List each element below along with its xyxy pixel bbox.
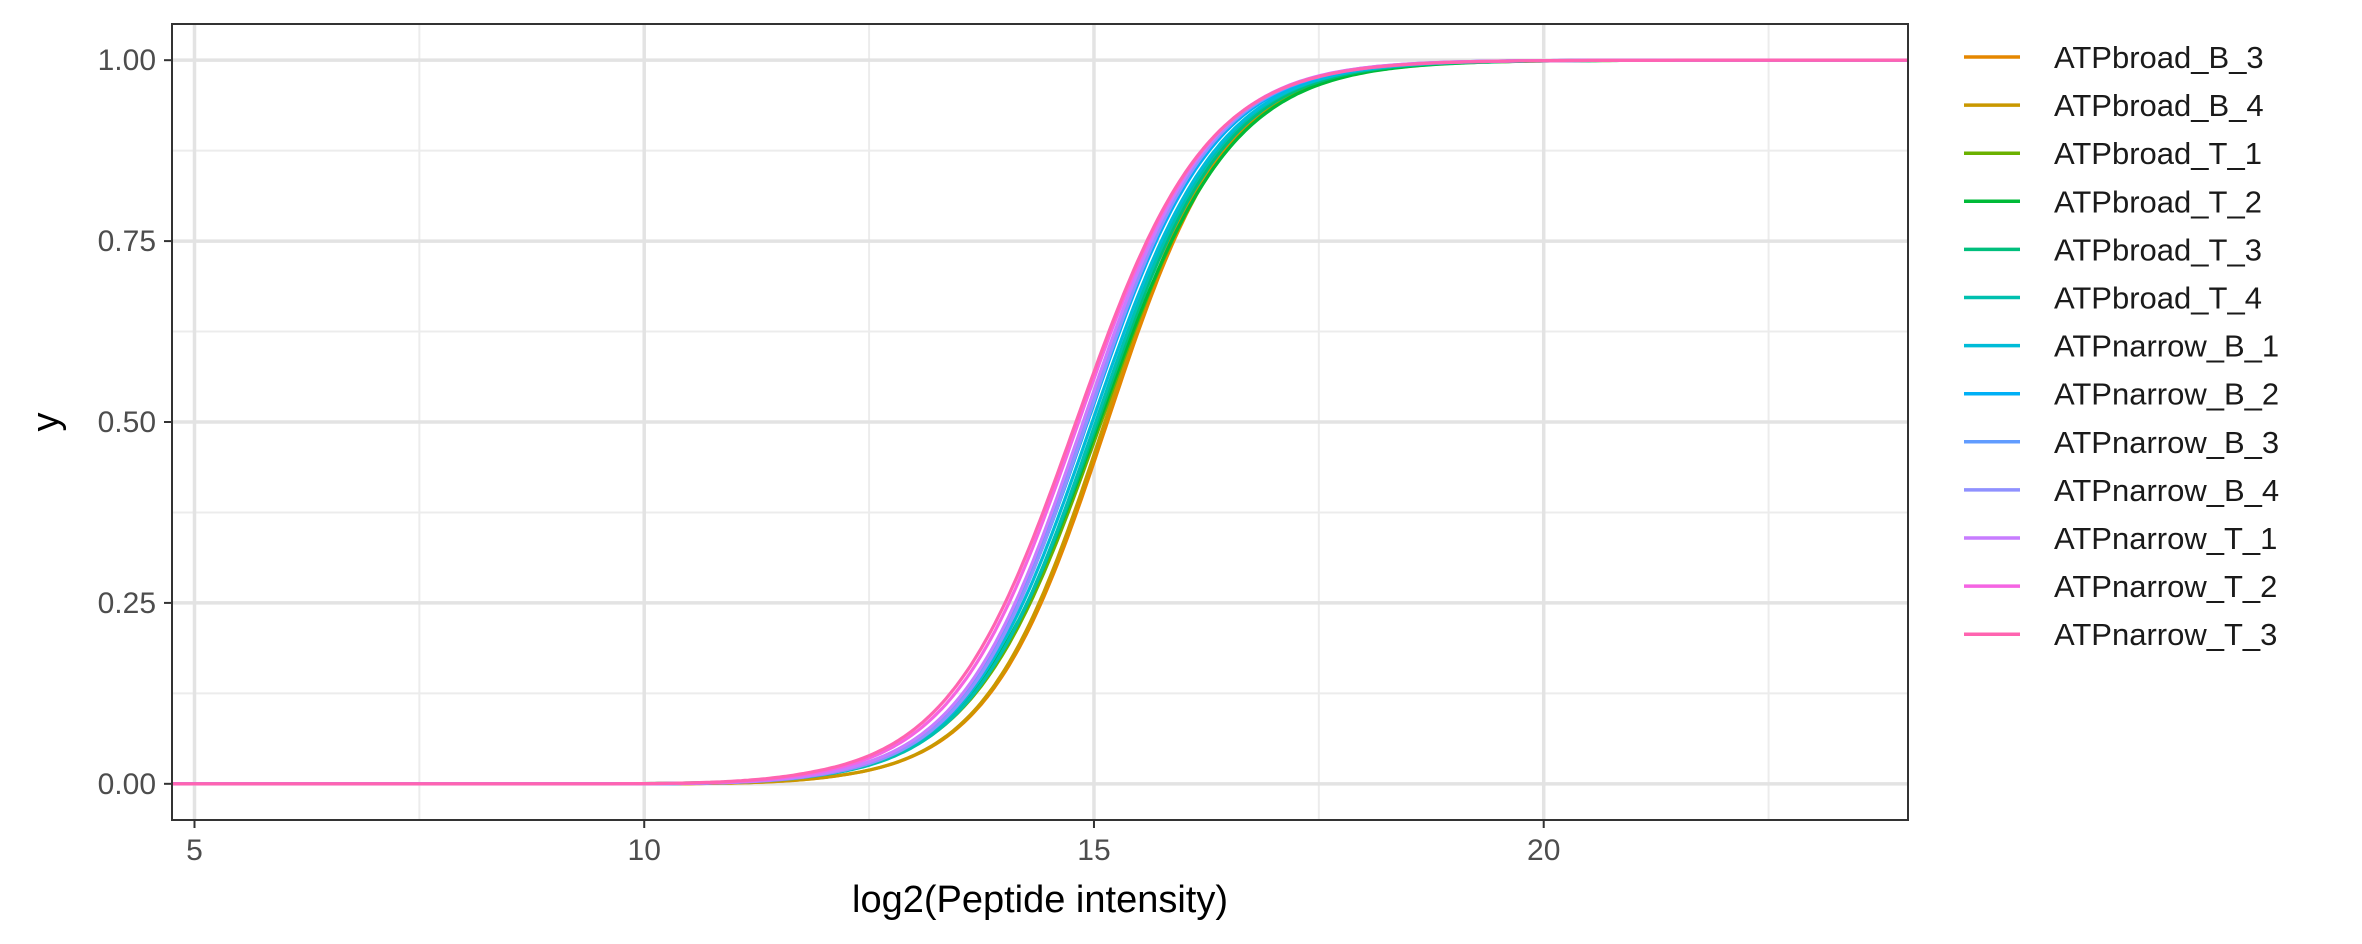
legend-item: ATPbroad_T_3 [1964, 232, 2262, 267]
legend-item: ATPbroad_B_4 [1964, 88, 2264, 123]
legend-item: ATPnarrow_B_3 [1964, 425, 2279, 460]
legend-label: ATPnarrow_B_1 [2054, 329, 2279, 364]
series-lines [172, 58, 1908, 786]
y-axis: 0.00 0.25 0.50 0.75 1.00 [98, 44, 172, 801]
legend-label: ATPnarrow_T_3 [2054, 617, 2277, 652]
legend-item: ATPnarrow_B_1 [1964, 329, 2279, 364]
legend-label: ATPbroad_T_1 [2054, 136, 2262, 171]
legend-item: ATPbroad_T_2 [1964, 184, 2262, 219]
x-tick-label: 5 [186, 834, 203, 867]
legend-item: ATPnarrow_B_2 [1964, 377, 2279, 412]
legend-label: ATPnarrow_B_4 [2054, 473, 2279, 508]
legend-label: ATPbroad_T_3 [2054, 232, 2262, 267]
legend-label: ATPbroad_T_2 [2054, 184, 2262, 219]
legend: ATPbroad_B_3 ATPbroad_B_4 ATPbroad_T_1 ATPb… [1964, 40, 2279, 652]
legend-item: ATPnarrow_T_1 [1964, 521, 2277, 556]
x-axis: 5 10 15 20 [186, 820, 1560, 867]
legend-item: ATPbroad_T_4 [1964, 281, 2262, 316]
legend-item: ATPnarrow_T_3 [1964, 617, 2277, 652]
series-line-ATPnarrow_T_3 [172, 58, 1908, 786]
y-tick-label: 0.25 [98, 587, 156, 620]
y-tick-label: 0.50 [98, 406, 156, 439]
legend-label: ATPnarrow_T_2 [2054, 569, 2277, 604]
legend-item: ATPbroad_T_1 [1964, 136, 2262, 171]
y-tick-label: 1.00 [98, 44, 156, 77]
legend-item: ATPnarrow_T_2 [1964, 569, 2277, 604]
x-tick-label: 15 [1077, 834, 1110, 867]
x-tick-label: 10 [628, 834, 661, 867]
legend-item: ATPnarrow_B_4 [1964, 473, 2279, 508]
x-axis-title: log2(Peptide intensity) [852, 879, 1228, 921]
minor-gridlines [172, 24, 1908, 820]
x-tick-label: 20 [1527, 834, 1560, 867]
legend-label: ATPbroad_T_4 [2054, 281, 2262, 316]
y-tick-label: 0.75 [98, 225, 156, 258]
legend-label: ATPbroad_B_3 [2054, 40, 2264, 75]
legend-label: ATPnarrow_T_1 [2054, 521, 2277, 556]
y-tick-label: 0.00 [98, 768, 156, 801]
legend-label: ATPnarrow_B_2 [2054, 377, 2279, 412]
y-axis-title: y [25, 413, 67, 432]
legend-label: ATPnarrow_B_3 [2054, 425, 2279, 460]
legend-item: ATPbroad_B_3 [1964, 40, 2264, 75]
legend-label: ATPbroad_B_4 [2054, 88, 2264, 123]
